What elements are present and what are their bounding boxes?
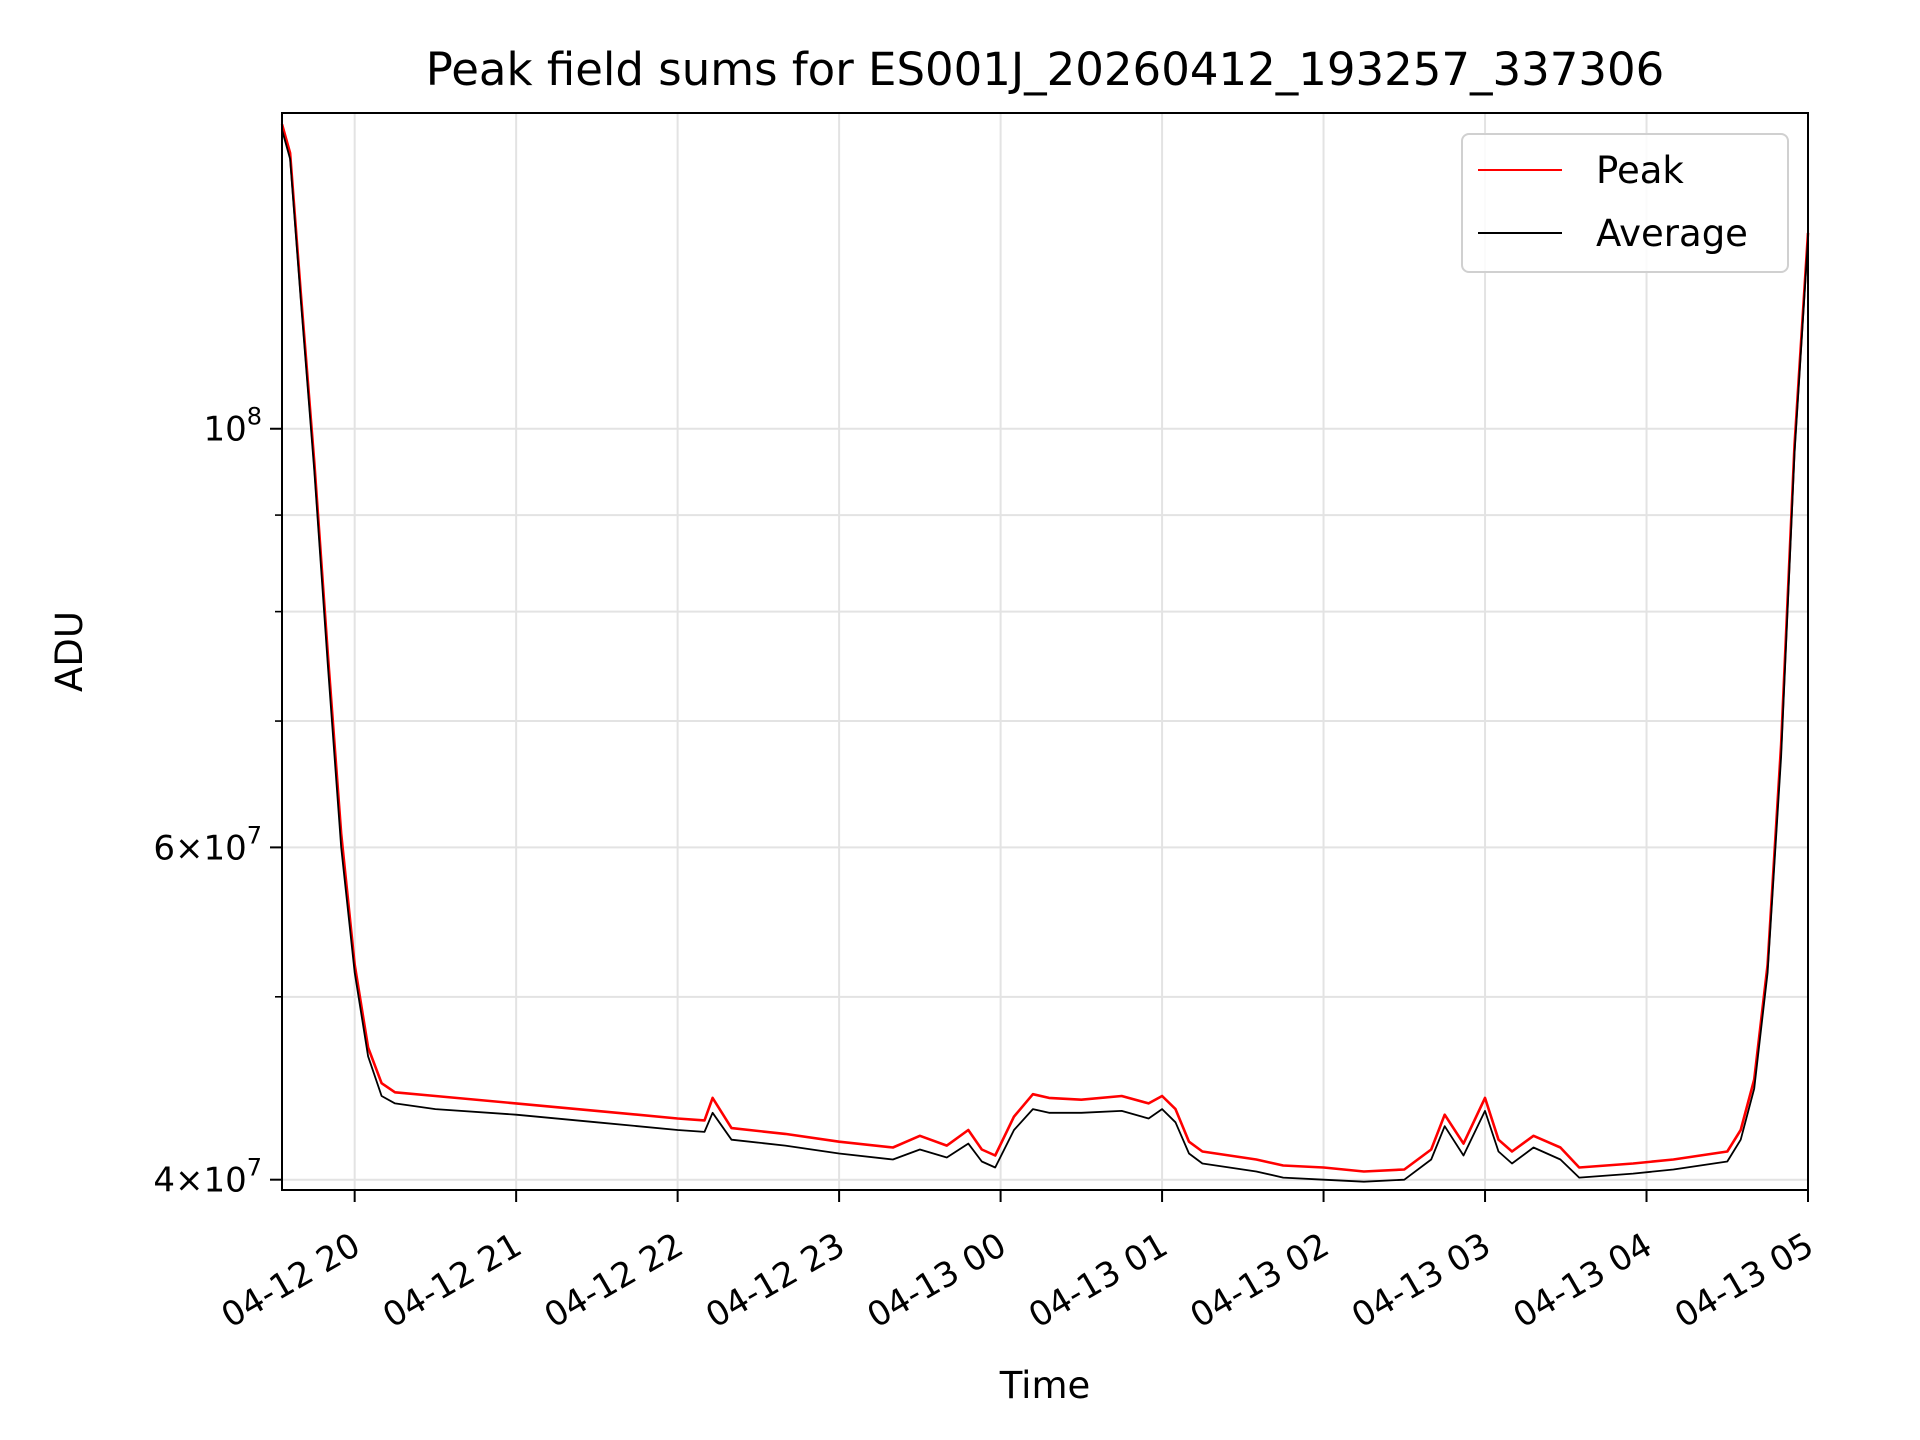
x-tick-label: 04-13 01: [1022, 1225, 1174, 1336]
x-tick-label: 04-12 21: [376, 1225, 528, 1336]
legend-label-peak: Peak: [1596, 149, 1684, 192]
x-tick-label: 04-12 23: [699, 1225, 851, 1336]
x-axis-label: Time: [999, 1364, 1091, 1407]
y-tick-mantissa: 6: [153, 828, 175, 868]
y-tick-exponent: 8: [247, 403, 262, 431]
grid: [282, 113, 1809, 1190]
legend-box: [1461, 133, 1789, 273]
y-tick-exponent: 7: [247, 821, 262, 849]
y-tick-label: 4×107: [153, 1154, 262, 1201]
y-tick-label: 6×107: [153, 821, 262, 868]
x-tick-label: 04-13 00: [861, 1225, 1013, 1336]
x-tick-label: 04-13 04: [1507, 1225, 1659, 1336]
y-tick-mantissa: 4: [153, 1161, 175, 1201]
x-tick-label: 04-13 05: [1668, 1225, 1820, 1336]
legend-label-average: Average: [1596, 212, 1748, 255]
legend: Peak Average: [1461, 133, 1789, 273]
y-axis-label: ADU: [48, 611, 91, 692]
chart-title: Peak field sums for ES001J_20260412_1932…: [426, 43, 1665, 96]
x-tick-label: 04-13 03: [1345, 1225, 1497, 1336]
y-tick-exponent: 7: [247, 1154, 262, 1182]
series-line-average: [281, 129, 1809, 1183]
y-tick-times: ×10: [175, 1161, 247, 1201]
y-tick-base: 10: [203, 410, 246, 450]
series-line-peak: [280, 123, 1810, 1173]
x-tick-label: 04-12 20: [215, 1225, 367, 1336]
x-tick-label: 04-12 22: [538, 1225, 690, 1336]
x-axis: 04-12 20 04-12 21 04-12 22 04-12 23 04-13 00…: [215, 1190, 1821, 1336]
y-tick-times: ×10: [175, 828, 247, 868]
plot-frame: [281, 112, 1809, 1191]
x-tick-label: 04-13 02: [1184, 1225, 1336, 1336]
series-lines: [280, 123, 1810, 1183]
y-tick-label: 108: [203, 403, 262, 450]
